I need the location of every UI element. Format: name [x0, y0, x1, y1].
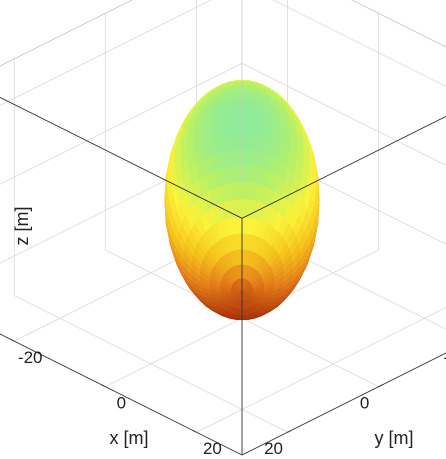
- tick-mark: [101, 384, 106, 388]
- surface-patch: [231, 90, 243, 100]
- surface-patch: [231, 134, 243, 151]
- surface-patch: [214, 167, 226, 188]
- surface-patch: [241, 98, 253, 111]
- surface-patch: [251, 135, 263, 153]
- surface-patch: [241, 165, 252, 184]
- axes-box-edge: [0, 96, 243, 219]
- surface-patch: [232, 84, 243, 92]
- x-tick-label: -20: [443, 348, 446, 367]
- surface-patch: [241, 199, 250, 218]
- y-tick-label: -20: [18, 348, 43, 367]
- surface-patch: [241, 232, 248, 250]
- surface-patch: [213, 151, 225, 172]
- surface-patch: [259, 151, 271, 172]
- x-tick-label: 0: [360, 394, 369, 413]
- back-wall-y: [242, 0, 446, 284]
- grid-line-wall-z: [0, 0, 212, 106]
- surface-patch: [241, 134, 253, 151]
- surface-patch: [231, 108, 243, 123]
- grid-line-wall-z: [241, 62, 446, 166]
- surface-patch: [236, 232, 243, 250]
- axes-box-edge: [241, 115, 446, 219]
- surface-patch: [241, 149, 253, 167]
- surface-patch: [241, 216, 249, 234]
- z-axis-label: z [m]: [12, 207, 32, 246]
- surface-patch: [241, 84, 252, 92]
- surface-patch: [249, 182, 260, 202]
- surface-patch: [221, 109, 233, 125]
- surface-patch: [223, 165, 234, 186]
- axes-back-edge: [351, 0, 446, 48]
- y-tick-label: 20: [203, 439, 222, 458]
- surface-patch: [231, 120, 243, 136]
- tick-mark: [378, 384, 383, 388]
- surface-patch: [250, 150, 262, 169]
- surface-patch: [231, 149, 243, 167]
- grid-line-wall-z: [272, 0, 446, 87]
- y-axis-label: y [m]: [375, 428, 414, 448]
- surface-patch: [232, 165, 243, 184]
- floor-pane: [0, 181, 446, 455]
- surface-patch: [221, 121, 233, 138]
- surface-patch: [250, 165, 261, 186]
- surface-patch: [231, 98, 243, 111]
- surface-patch: [234, 199, 243, 218]
- x-tick-label: 20: [264, 439, 283, 458]
- tick-mark: [10, 338, 15, 342]
- surface-patch: [241, 182, 251, 201]
- surface-patch: [221, 135, 233, 153]
- ellipsoid-surface: [164, 79, 320, 321]
- y-tick-label: 0: [117, 394, 126, 413]
- back-wall-x: [0, 0, 242, 303]
- axes-back-edge: [0, 0, 133, 67]
- surface-patch: [233, 182, 243, 201]
- surface-patch: [222, 150, 234, 169]
- surface-patch: [241, 108, 253, 123]
- surface-patch: [224, 182, 235, 202]
- surface-patch: [235, 216, 243, 234]
- surface-patch: [241, 90, 253, 100]
- surface-patch: [258, 167, 270, 188]
- x-axis-label: x [m]: [110, 428, 149, 448]
- tick-mark: [192, 429, 197, 433]
- tick-mark: [287, 429, 292, 433]
- grid-line-wall-z: [0, 62, 243, 185]
- surface-patch: [251, 121, 263, 138]
- surface-patch: [241, 120, 253, 136]
- surface-patch: [251, 109, 263, 125]
